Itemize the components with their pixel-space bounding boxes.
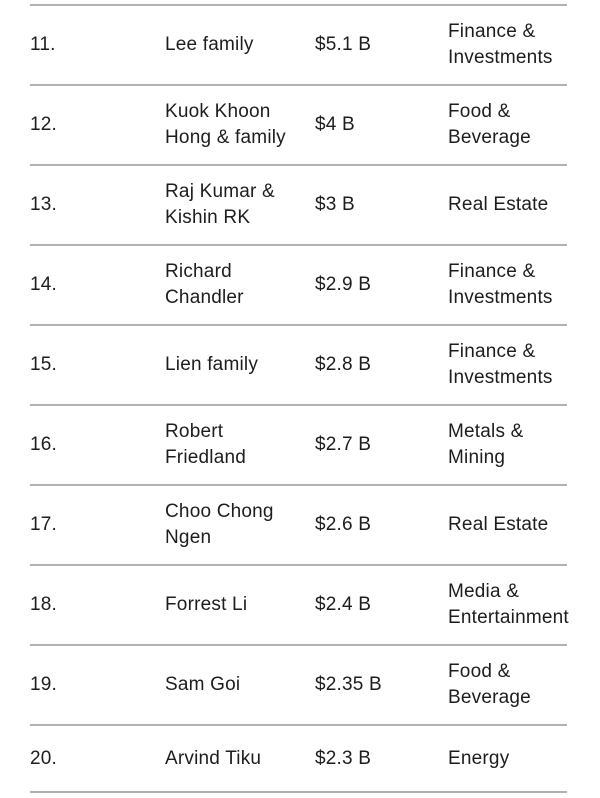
- name-cell: Choo Chong Ngen: [165, 501, 274, 548]
- rank-cell: 20.: [30, 747, 58, 769]
- table-row: 14. Richard Chandler $2.9 B Finance & In…: [30, 244, 567, 324]
- net-worth-cell: $5.1 B: [315, 34, 372, 55]
- table-row: 17. Choo Chong Ngen $2.6 B Real Estate: [30, 484, 567, 564]
- table-row: 18. Forrest Li $2.4 B Media & Entertainm…: [30, 564, 569, 644]
- industry-cell: Finance & Investments: [448, 261, 553, 308]
- industry-cell: Food & Beverage: [448, 101, 531, 148]
- name-cell: Forrest Li: [165, 594, 248, 615]
- rank-cell: 18.: [30, 594, 58, 615]
- net-worth-cell: $2.8 B: [315, 354, 372, 375]
- table-row: 16. Robert Friedland $2.7 B Metals & Min…: [30, 404, 567, 484]
- net-worth-cell: $2.3 B: [315, 747, 372, 769]
- industry-cell: Energy: [448, 747, 510, 769]
- industry-cell: Real Estate: [448, 194, 549, 215]
- industry-cell: Finance & Investments: [448, 21, 553, 68]
- net-worth-cell: $2.9 B: [315, 274, 372, 295]
- net-worth-cell: $4 B: [315, 114, 355, 135]
- name-cell: Robert Friedland: [165, 421, 247, 468]
- net-worth-cell: $3 B: [315, 194, 355, 215]
- name-cell: Kuok Khoon Hong & family: [165, 101, 286, 148]
- industry-cell: Metals & Mining: [448, 421, 524, 468]
- name-cell: Sam Goi: [165, 674, 241, 695]
- net-worth-cell: $2.6 B: [315, 514, 372, 535]
- table-row: 12. Kuok Khoon Hong & family $4 B Food &…: [30, 84, 567, 164]
- industry-cell: Real Estate: [448, 514, 549, 535]
- table-row: 20. Arvind Tiku $2.3 B Energy: [30, 724, 567, 793]
- name-cell: Raj Kumar & Kishin RK: [165, 181, 275, 228]
- rank-cell: 16.: [30, 434, 58, 455]
- rank-cell: 17.: [30, 514, 58, 535]
- rank-cell: 12.: [30, 114, 58, 135]
- net-worth-cell: $2.4 B: [315, 594, 372, 615]
- table-row: 19. Sam Goi $2.35 B Food & Beverage: [30, 644, 567, 724]
- industry-cell: Finance & Investments: [448, 341, 553, 388]
- name-cell: Lien family: [165, 354, 259, 375]
- industry-cell: Food & Beverage: [448, 661, 531, 708]
- rank-cell: 13.: [30, 194, 58, 215]
- net-worth-cell: $2.35 B: [315, 674, 382, 695]
- table-row: 15. Lien family $2.8 B Finance & Investm…: [30, 324, 567, 404]
- table-row: 11. Lee family $5.1 B Finance & Investme…: [30, 4, 567, 84]
- rank-cell: 19.: [30, 674, 58, 695]
- name-cell: Richard Chandler: [165, 261, 244, 308]
- rank-cell: 15.: [30, 354, 58, 375]
- industry-cell: Media & Entertainment: [448, 581, 569, 628]
- name-cell: Lee family: [165, 34, 254, 55]
- net-worth-cell: $2.7 B: [315, 434, 372, 455]
- rank-cell: 11.: [30, 34, 56, 55]
- table-row: 13. Raj Kumar & Kishin RK $3 B Real Esta…: [30, 164, 567, 244]
- name-cell: Arvind Tiku: [165, 747, 262, 769]
- wealth-ranking-table: 11. Lee family $5.1 B Finance & Investme…: [30, 4, 569, 793]
- rank-cell: 14.: [30, 274, 58, 295]
